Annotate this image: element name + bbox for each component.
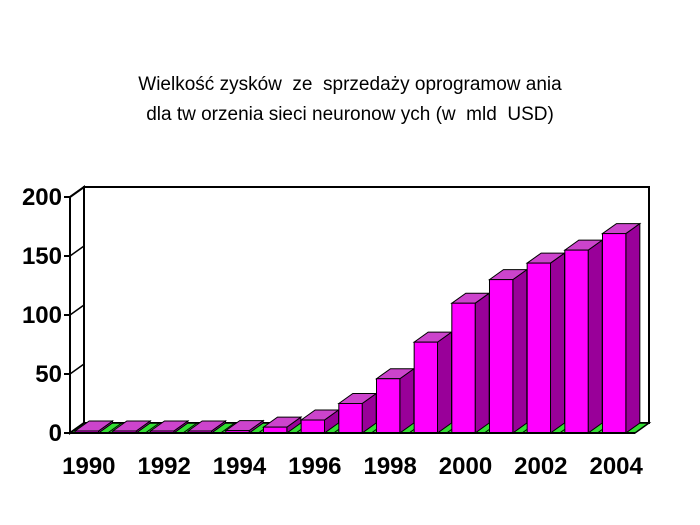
bar-1999 (412, 331, 454, 434)
x-tick-label: 1998 (363, 453, 416, 480)
x-tick-label: 1992 (137, 453, 190, 480)
y-tick-wall-line (69, 363, 85, 375)
bar-front (564, 249, 589, 434)
x-tick-label: 2002 (514, 453, 567, 480)
bar-2001 (487, 268, 529, 434)
bar-side (399, 367, 415, 434)
floor-divider (220, 422, 235, 434)
bar-1997 (337, 392, 378, 434)
floor-divider (107, 422, 122, 434)
bar-2004 (600, 222, 642, 434)
y-tick-label: 50 (35, 361, 62, 388)
y-tick-label: 200 (22, 184, 62, 211)
bar-side (437, 331, 453, 434)
chart-title-line-1: Wielkość zysków ze sprzedaży oprogramow … (138, 74, 562, 95)
y-tick-wall-line (69, 304, 85, 316)
bar-2002 (525, 252, 567, 434)
floor-divider (145, 422, 160, 434)
bar-front (338, 403, 363, 434)
y-tick-label: 0 (49, 420, 62, 447)
bar-front (413, 341, 439, 434)
x-tick-label: 2000 (439, 453, 492, 480)
x-tick-label: 1990 (62, 453, 115, 480)
bar-side (587, 239, 603, 434)
y-tick-wall-line (69, 422, 85, 434)
bar-front (375, 378, 401, 434)
chart-title: Wielkość zysków ze sprzedaży oprogramow … (0, 70, 700, 130)
bar-front (451, 302, 476, 434)
y-tick-label: 100 (22, 302, 62, 329)
x-tick-label: 1996 (288, 453, 341, 480)
bar-side (550, 252, 566, 434)
bar-1998 (374, 367, 416, 434)
chart-title-line-2: dla tw orzenia sieci neuronow ych (w mld… (146, 104, 554, 125)
x-tick-label: 1994 (213, 453, 267, 480)
bar-side (625, 222, 641, 434)
bar-2000 (450, 292, 491, 434)
bar-front (488, 279, 514, 434)
bar-front (601, 233, 627, 434)
bar-side (474, 292, 490, 434)
floor-divider (182, 422, 198, 434)
y-tick-wall-line (69, 186, 85, 198)
bar-1994 (224, 419, 265, 434)
bar-front (526, 262, 552, 434)
x-tick-label: 2004 (589, 453, 643, 480)
y-tick-label: 150 (22, 243, 62, 270)
bar-front (300, 419, 326, 434)
y-tick-wall-line (69, 245, 85, 257)
bar-2003 (563, 239, 604, 434)
bar-side (512, 268, 528, 434)
